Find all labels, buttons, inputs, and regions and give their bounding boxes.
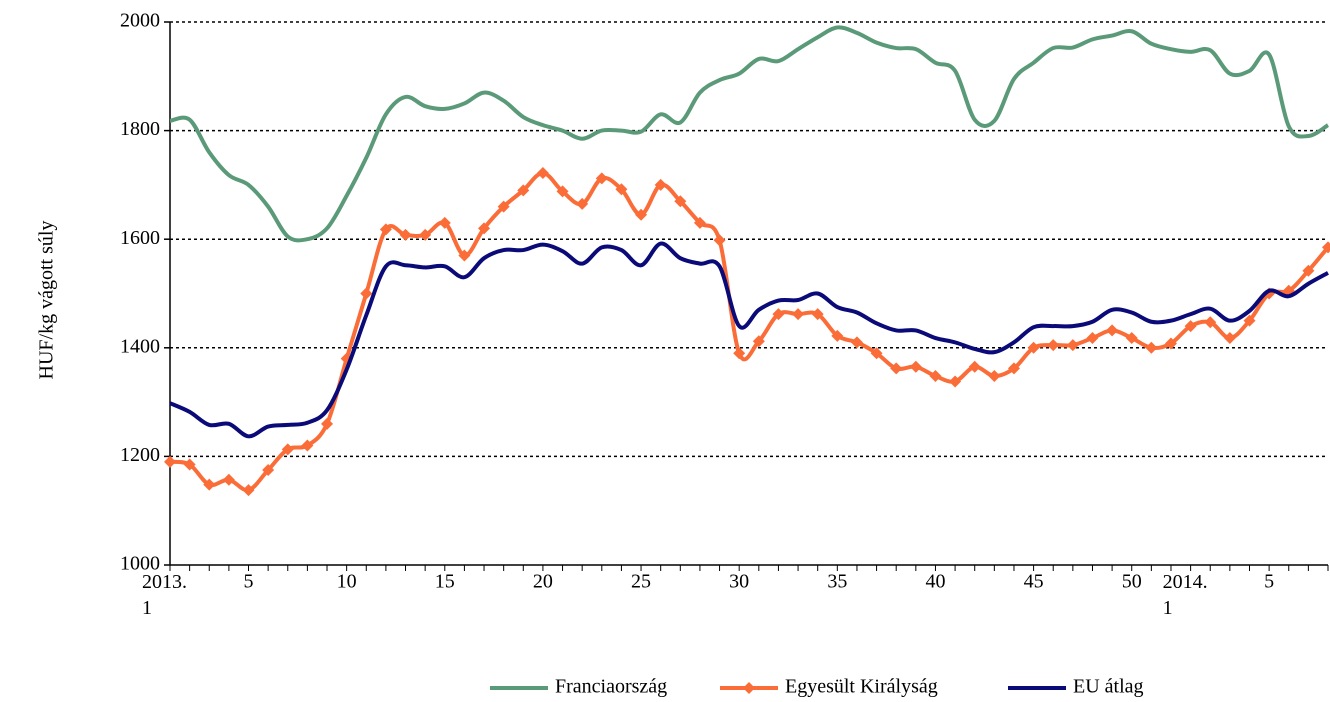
series-line xyxy=(169,170,1330,493)
point-marker xyxy=(478,222,491,235)
point-marker xyxy=(1106,324,1119,337)
x-tick-label: 50 xyxy=(1122,571,1142,593)
point-marker xyxy=(301,439,314,452)
x-tick-label: 25 xyxy=(631,571,651,593)
point-marker xyxy=(556,185,569,198)
point-marker xyxy=(693,216,706,229)
point-marker xyxy=(222,473,235,486)
point-marker xyxy=(536,166,549,179)
point-marker xyxy=(1027,341,1040,354)
point-marker xyxy=(850,336,863,349)
point-marker xyxy=(399,228,412,241)
series-line xyxy=(169,25,1330,243)
x-tick-label: 5 xyxy=(244,571,254,593)
point-marker xyxy=(792,308,805,321)
point-marker xyxy=(595,172,608,185)
point-marker xyxy=(183,458,196,471)
point-marker xyxy=(360,287,373,300)
point-marker xyxy=(321,417,334,430)
x-tick-label: 10 xyxy=(337,571,357,593)
point-marker xyxy=(1145,341,1158,354)
point-marker xyxy=(674,195,687,208)
point-marker xyxy=(635,208,648,221)
point-marker xyxy=(242,484,255,497)
point-marker xyxy=(458,249,471,262)
y-tick-label: 1600 xyxy=(120,227,160,249)
point-marker xyxy=(733,347,746,360)
x-tick-label: 20 xyxy=(533,571,553,593)
y-tick-label: 1400 xyxy=(120,335,160,357)
series-line xyxy=(169,241,1329,439)
point-marker xyxy=(654,178,667,191)
point-marker xyxy=(1125,332,1138,345)
point-marker xyxy=(1164,337,1177,350)
x-tick-label: 45 xyxy=(1024,571,1044,593)
y-tick-label: 2000 xyxy=(120,10,160,32)
point-marker xyxy=(1302,264,1315,277)
point-marker xyxy=(379,223,392,236)
legend-label: EU átlag xyxy=(1073,676,1144,698)
point-marker xyxy=(1204,316,1217,329)
point-marker xyxy=(281,443,294,456)
x-tick-label: 35 xyxy=(827,571,847,593)
x-tick-label: 2014. 1 xyxy=(1163,571,1208,619)
x-tick-label: 2013. 1 xyxy=(142,571,187,619)
point-marker xyxy=(870,347,883,360)
y-tick-label: 1000 xyxy=(120,553,160,575)
point-marker xyxy=(929,370,942,383)
point-marker xyxy=(949,375,962,388)
point-marker xyxy=(419,228,432,241)
point-marker xyxy=(752,335,765,348)
point-marker xyxy=(890,362,903,375)
point-marker xyxy=(1047,339,1060,352)
legend-label: Franciaország xyxy=(555,676,667,698)
x-tick-label: 30 xyxy=(729,571,749,593)
legend-marker xyxy=(743,682,755,694)
point-marker xyxy=(909,360,922,373)
point-marker xyxy=(713,234,726,247)
y-tick-label: 1800 xyxy=(120,118,160,140)
y-tick-label: 1200 xyxy=(120,444,160,466)
point-marker xyxy=(517,184,530,197)
point-marker xyxy=(1184,320,1197,333)
point-marker xyxy=(164,455,176,468)
point-marker xyxy=(1066,339,1079,352)
point-marker xyxy=(262,463,275,476)
point-marker xyxy=(1322,241,1330,254)
y-axis-label: HUF/kg vágott súly xyxy=(36,221,58,380)
point-marker xyxy=(1007,362,1020,375)
point-marker xyxy=(811,308,824,321)
point-marker xyxy=(1223,332,1236,345)
point-marker xyxy=(576,197,589,210)
point-marker xyxy=(1243,314,1256,327)
x-tick-label: 15 xyxy=(435,571,455,593)
point-marker xyxy=(438,216,451,229)
point-marker xyxy=(772,308,785,321)
point-marker xyxy=(1086,332,1099,345)
point-marker xyxy=(988,370,1001,383)
point-marker xyxy=(831,329,844,342)
x-tick-label: 5 xyxy=(1264,571,1274,593)
point-marker xyxy=(203,478,216,491)
point-marker xyxy=(497,200,510,213)
point-marker xyxy=(968,360,981,373)
point-marker xyxy=(615,183,628,196)
x-tick-label: 40 xyxy=(925,571,945,593)
legend-label: Egyesült Királyság xyxy=(785,676,938,698)
